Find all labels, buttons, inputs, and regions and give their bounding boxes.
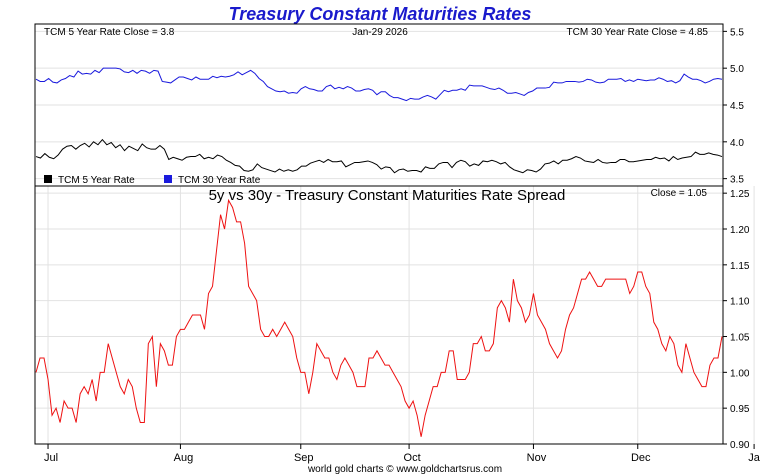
top-legend: TCM 5 Year Rate TCM 30 Year Rate: [44, 175, 261, 186]
bottom-y-tick-label: 1.20: [730, 225, 750, 236]
top-panel-y-axis: 3.5 4.0 4.5 5.0 5.5: [723, 27, 744, 186]
footer-credit: world gold charts © www.goldchartsrus.co…: [307, 464, 502, 475]
spread-close-label: Close = 1.05: [651, 188, 708, 199]
legend-label-five-year: TCM 5 Year Rate: [58, 175, 135, 186]
bottom-x-tick-label: Nov: [527, 452, 547, 464]
legend-label-thirty-year: TCM 30 Year Rate: [178, 175, 261, 186]
thirty-year-close-label: TCM 30 Year Rate Close = 4.85: [567, 27, 709, 38]
bottom-y-tick-label: 0.90: [730, 440, 750, 451]
bottom-panel-y-axis: 0.90 0.95 1.00 1.05 1.10 1.15 1.20 1.25: [723, 189, 750, 451]
bottom-panel-frame: [34, 185, 724, 445]
bottom-x-tick-label: Sep: [294, 452, 314, 464]
bottom-y-tick-label: 1.15: [730, 261, 750, 272]
bottom-x-tick-label: Jan: [748, 452, 760, 464]
bottom-x-tick-label: Oct: [404, 452, 421, 464]
bottom-y-tick-label: 1.10: [730, 297, 750, 308]
bottom-panel-series: [35, 198, 723, 437]
bottom-y-tick-label: 1.00: [730, 368, 750, 379]
top-series-tcm-5-year-rate: [35, 138, 723, 174]
bottom-x-tick-label: Dec: [631, 452, 651, 464]
bottom-series-spread: [35, 198, 723, 437]
top-y-tick-label: 4.5: [730, 101, 744, 112]
five-year-close-label: TCM 5 Year Rate Close = 3.8: [44, 27, 175, 38]
legend-swatch-thirty-year: [164, 175, 172, 183]
bottom-y-tick-label: 1.25: [730, 189, 750, 200]
bottom-panel-x-axis: Jul Aug Sep Oct Nov Dec Jan: [44, 444, 760, 464]
bottom-y-tick-label: 1.05: [730, 333, 750, 344]
bottom-x-tick-label: Jul: [44, 452, 58, 464]
legend-swatch-five-year: [44, 175, 52, 183]
date-label: Jan-29 2026: [352, 27, 408, 38]
bottom-panel-grid: [35, 186, 755, 445]
top-series-tcm-30-year-rate: [35, 67, 723, 102]
top-y-tick-label: 3.5: [730, 175, 744, 186]
top-y-tick-label: 5.5: [730, 27, 744, 38]
bottom-x-tick-label: Aug: [174, 452, 194, 464]
top-panel-grid: [35, 30, 723, 180]
bottom-y-tick-label: 0.95: [730, 404, 750, 415]
chart-title: Treasury Constant Maturities Rates: [229, 4, 532, 24]
top-y-tick-label: 5.0: [730, 64, 744, 75]
top-panel-series: [35, 67, 723, 174]
top-y-tick-label: 4.0: [730, 138, 744, 149]
spread-title: 5y vs 30y - Treasury Constant Maturities…: [209, 187, 566, 204]
